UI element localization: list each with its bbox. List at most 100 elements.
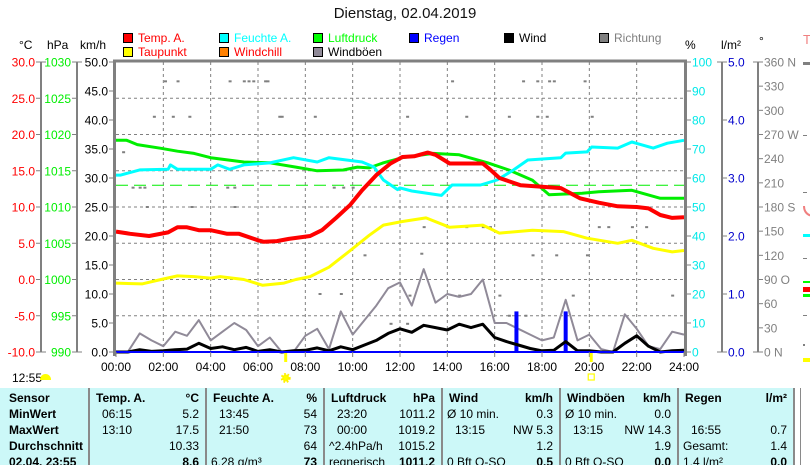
legend-item-windb-en[interactable]: Windböen [313, 45, 382, 59]
table-column-separator [559, 388, 561, 465]
direction-point [176, 80, 180, 83]
cell-value: 17.5 [175, 423, 199, 437]
clipped-panel-mark [803, 135, 807, 136]
x-tick-label: 22:00 [622, 360, 652, 374]
direction-point [163, 80, 167, 83]
direction-point [342, 186, 346, 189]
rain-tick-label: 5.0 [728, 56, 745, 70]
direction-point [465, 115, 469, 118]
direction-point [332, 186, 336, 189]
humidity-tick-label: 50 [692, 201, 706, 215]
column-unit: km/h [642, 391, 671, 405]
direction-tick-label: 60 [764, 297, 778, 311]
column-header: Feuchte A. [213, 391, 274, 405]
direction-tick-label: 120 [764, 249, 784, 263]
wind-tick-label: 50.0 [85, 56, 109, 70]
direction-point [266, 80, 270, 83]
pressure-tick-label: 1020 [44, 128, 71, 142]
direction-point [507, 314, 511, 317]
wind-tick-label: 35.0 [85, 143, 109, 157]
legend-item-feuchte-a[interactable]: Feuchte A. [219, 31, 291, 45]
half-sun-icon [40, 374, 51, 380]
cell-label: 00:00 [337, 423, 368, 437]
direction-tick-label: 150 [764, 225, 784, 239]
row-label: Sensor [9, 391, 50, 405]
direction-point [406, 322, 410, 325]
cell-value [679, 406, 787, 422]
direction-point [522, 80, 526, 83]
column-header: Luftdruck [331, 391, 387, 405]
legend-swatch [123, 33, 133, 43]
x-tick-label: 14:00 [432, 360, 462, 374]
direction-tick-label: 240 [764, 152, 784, 166]
x-tick-label: 10:00 [338, 360, 368, 374]
direction-point [145, 206, 149, 208]
direction-point [233, 186, 237, 189]
legend-swatch [409, 33, 419, 43]
humidity-tick-label: 100 [692, 56, 712, 70]
direction-point [498, 294, 502, 297]
direction-point [536, 80, 540, 83]
moon-icon [587, 373, 595, 381]
direction-point [552, 80, 556, 83]
table-column-separator [205, 388, 207, 465]
cell-value: NW 5.3 [512, 423, 553, 437]
cell-value: 0.3 [536, 407, 553, 421]
legend-swatch [599, 33, 609, 43]
cell-label: 13:45 [219, 407, 250, 421]
legend-item-wind[interactable]: Wind [504, 31, 546, 45]
direction-point [318, 293, 322, 295]
pressure-unit-label: hPa [47, 38, 69, 52]
cell-value: 5.2 [182, 407, 199, 421]
cell-value: 0.7 [770, 423, 787, 437]
clipped-panel-mark [803, 315, 807, 316]
direction-point [597, 226, 601, 229]
legend-item-windchill[interactable]: Windchill [219, 45, 282, 59]
temp-tick-label: -5.0 [14, 309, 35, 323]
pressure-tick-label: 995 [51, 309, 71, 323]
pressure-tick-label: 1025 [44, 92, 71, 106]
direction-point [645, 226, 649, 229]
direction-point [313, 115, 317, 118]
direction-point [228, 80, 232, 83]
direction-point [122, 151, 126, 154]
column-unit: % [306, 391, 317, 405]
direction-point [545, 115, 549, 118]
direction-point [583, 80, 587, 83]
direction-point [458, 294, 462, 297]
direction-point [280, 115, 284, 118]
clipped-panel-axis [800, 388, 801, 465]
cell-value: 0.0 [654, 407, 671, 421]
legend-label: Temp. A. [138, 31, 185, 45]
cell-label: ^2.4hPa/h [329, 439, 383, 453]
legend-item-richtung[interactable]: Richtung [599, 31, 661, 45]
temp-unit-label: °C [19, 38, 33, 52]
column-header: Temp. A. [96, 391, 146, 405]
direction-point [607, 226, 611, 229]
cell-value: 73 [303, 455, 317, 465]
humidity-tick-label: 80 [692, 114, 706, 128]
sun-icon [280, 373, 291, 383]
direction-point [524, 314, 528, 317]
legend-item-regen[interactable]: Regen [409, 31, 459, 45]
direction-point [420, 252, 424, 255]
legend-item-temp-a[interactable]: Temp. A. [123, 31, 185, 45]
pressure-tick-label: 1030 [44, 56, 71, 70]
column-unit: hPa [412, 391, 435, 405]
legend-label: Wind [519, 31, 547, 45]
temp-tick-label: 15.0 [12, 164, 36, 178]
humidity-tick-label: 90 [692, 85, 706, 99]
legend-swatch [219, 47, 229, 57]
legend-item-luftdruck[interactable]: Luftdruck [313, 31, 377, 45]
direction-point [389, 322, 393, 325]
legend-label: Windböen [328, 45, 383, 59]
legend-item-taupunkt[interactable]: Taupunkt [123, 45, 187, 59]
legend-swatch [313, 47, 323, 57]
temp-tick-label: 10.0 [12, 201, 36, 215]
x-tick-label: 00:00 [101, 360, 131, 374]
clipped-panel-mark [803, 294, 810, 297]
legend-swatch [504, 33, 514, 43]
direction-tick-label: 210 [764, 176, 784, 190]
cell-value: 1011.2 [398, 455, 435, 465]
column-header: Wind [449, 391, 479, 405]
